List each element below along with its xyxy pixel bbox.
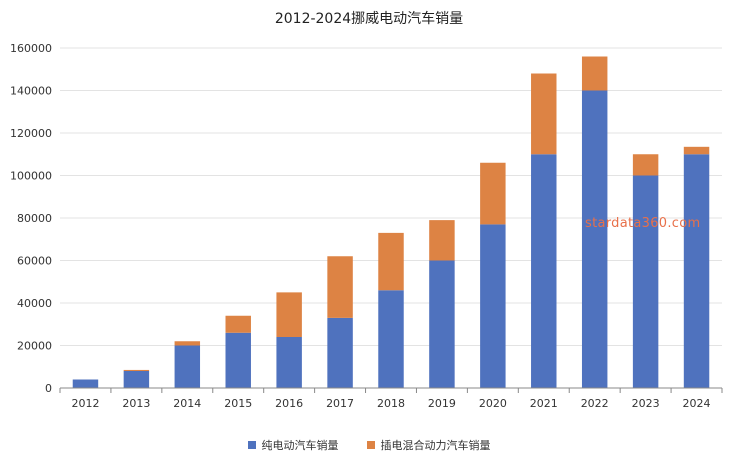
x-tick-label: 2016	[275, 397, 303, 410]
x-tick-label: 2021	[530, 397, 558, 410]
watermark-text: stardata360.com	[585, 216, 701, 231]
bar-phev-2021[interactable]	[531, 73, 557, 155]
y-tick-label: 160000	[10, 42, 52, 55]
bar-bev-2014[interactable]	[174, 345, 201, 389]
bar-bev-2015[interactable]	[225, 332, 251, 388]
y-axis-ticks: 0 20000 40000 60000 80000 100000 120000 140000 1…	[10, 42, 52, 395]
bar-bev-2018[interactable]	[378, 290, 404, 388]
chart-title: 2012-2024挪威电动汽车销量	[274, 11, 464, 27]
x-tick-label: 2013	[122, 397, 150, 410]
legend-label-bev: 纯电动汽车销量	[261, 439, 339, 452]
x-tick-label: 2014	[173, 397, 201, 410]
bar-phev-2015[interactable]	[225, 315, 251, 333]
bar-bev-2016[interactable]	[276, 337, 302, 388]
bar-phev-2013[interactable]	[123, 369, 150, 371]
legend-item-phev[interactable]: 插电混合动力汽车销量	[366, 437, 491, 453]
legend-label-phev: 插电混合动力汽车销量	[380, 439, 491, 452]
legend-swatch-phev	[366, 441, 375, 449]
legend: 纯电动汽车销量 插电混合动力汽车销量	[0, 437, 738, 453]
bar-phev-2023[interactable]	[632, 154, 659, 176]
y-tick-label: 0	[45, 382, 52, 395]
bar-phev-2017[interactable]	[327, 256, 353, 318]
y-tick-label: 100000	[10, 170, 52, 183]
x-tick-label: 2012	[71, 397, 99, 410]
bar-phev-2019[interactable]	[429, 220, 455, 261]
y-tick-label: 20000	[17, 340, 52, 353]
bar-phev-2014[interactable]	[174, 341, 201, 346]
bar-bev-2019[interactable]	[429, 260, 455, 389]
x-tick-label: 2020	[479, 397, 507, 410]
bar-phev-2024[interactable]	[683, 146, 710, 155]
legend-item-bev[interactable]: 纯电动汽车销量	[247, 437, 339, 453]
y-tick-label: 120000	[10, 127, 52, 140]
y-tick-label: 80000	[17, 212, 52, 225]
y-tick-label: 40000	[17, 297, 52, 310]
bar-bev-2017[interactable]	[327, 317, 353, 388]
x-axis-ticks: 2012 2013 2014 2015 2016 2017 2018 2019 2020 2021…	[59, 388, 723, 410]
legend-swatch-bev	[247, 441, 256, 449]
y-tick-label: 60000	[17, 255, 52, 268]
bar-bev-2020[interactable]	[480, 224, 506, 388]
bar-phev-2018[interactable]	[378, 232, 404, 291]
y-tick-label: 140000	[10, 85, 52, 98]
bar-bev-2013[interactable]	[123, 371, 150, 388]
bar-bev-2023[interactable]	[632, 175, 659, 389]
x-tick-label: 2024	[683, 397, 711, 410]
x-tick-label: 2015	[224, 397, 252, 410]
x-tick-label: 2017	[326, 397, 354, 410]
bar-bev-2022[interactable]	[581, 90, 608, 389]
bar-bev-2012[interactable]	[72, 379, 99, 389]
bar-phev-2016[interactable]	[276, 292, 302, 337]
bar-bev-2024[interactable]	[683, 154, 710, 388]
x-tick-label: 2022	[581, 397, 609, 410]
bar-bev-2021[interactable]	[531, 154, 557, 388]
x-tick-label: 2018	[377, 397, 405, 410]
x-tick-label: 2023	[632, 397, 660, 410]
bar-phev-2022[interactable]	[581, 56, 608, 91]
bar-phev-2020[interactable]	[480, 162, 506, 225]
bars	[72, 56, 710, 389]
x-tick-label: 2019	[428, 397, 456, 410]
